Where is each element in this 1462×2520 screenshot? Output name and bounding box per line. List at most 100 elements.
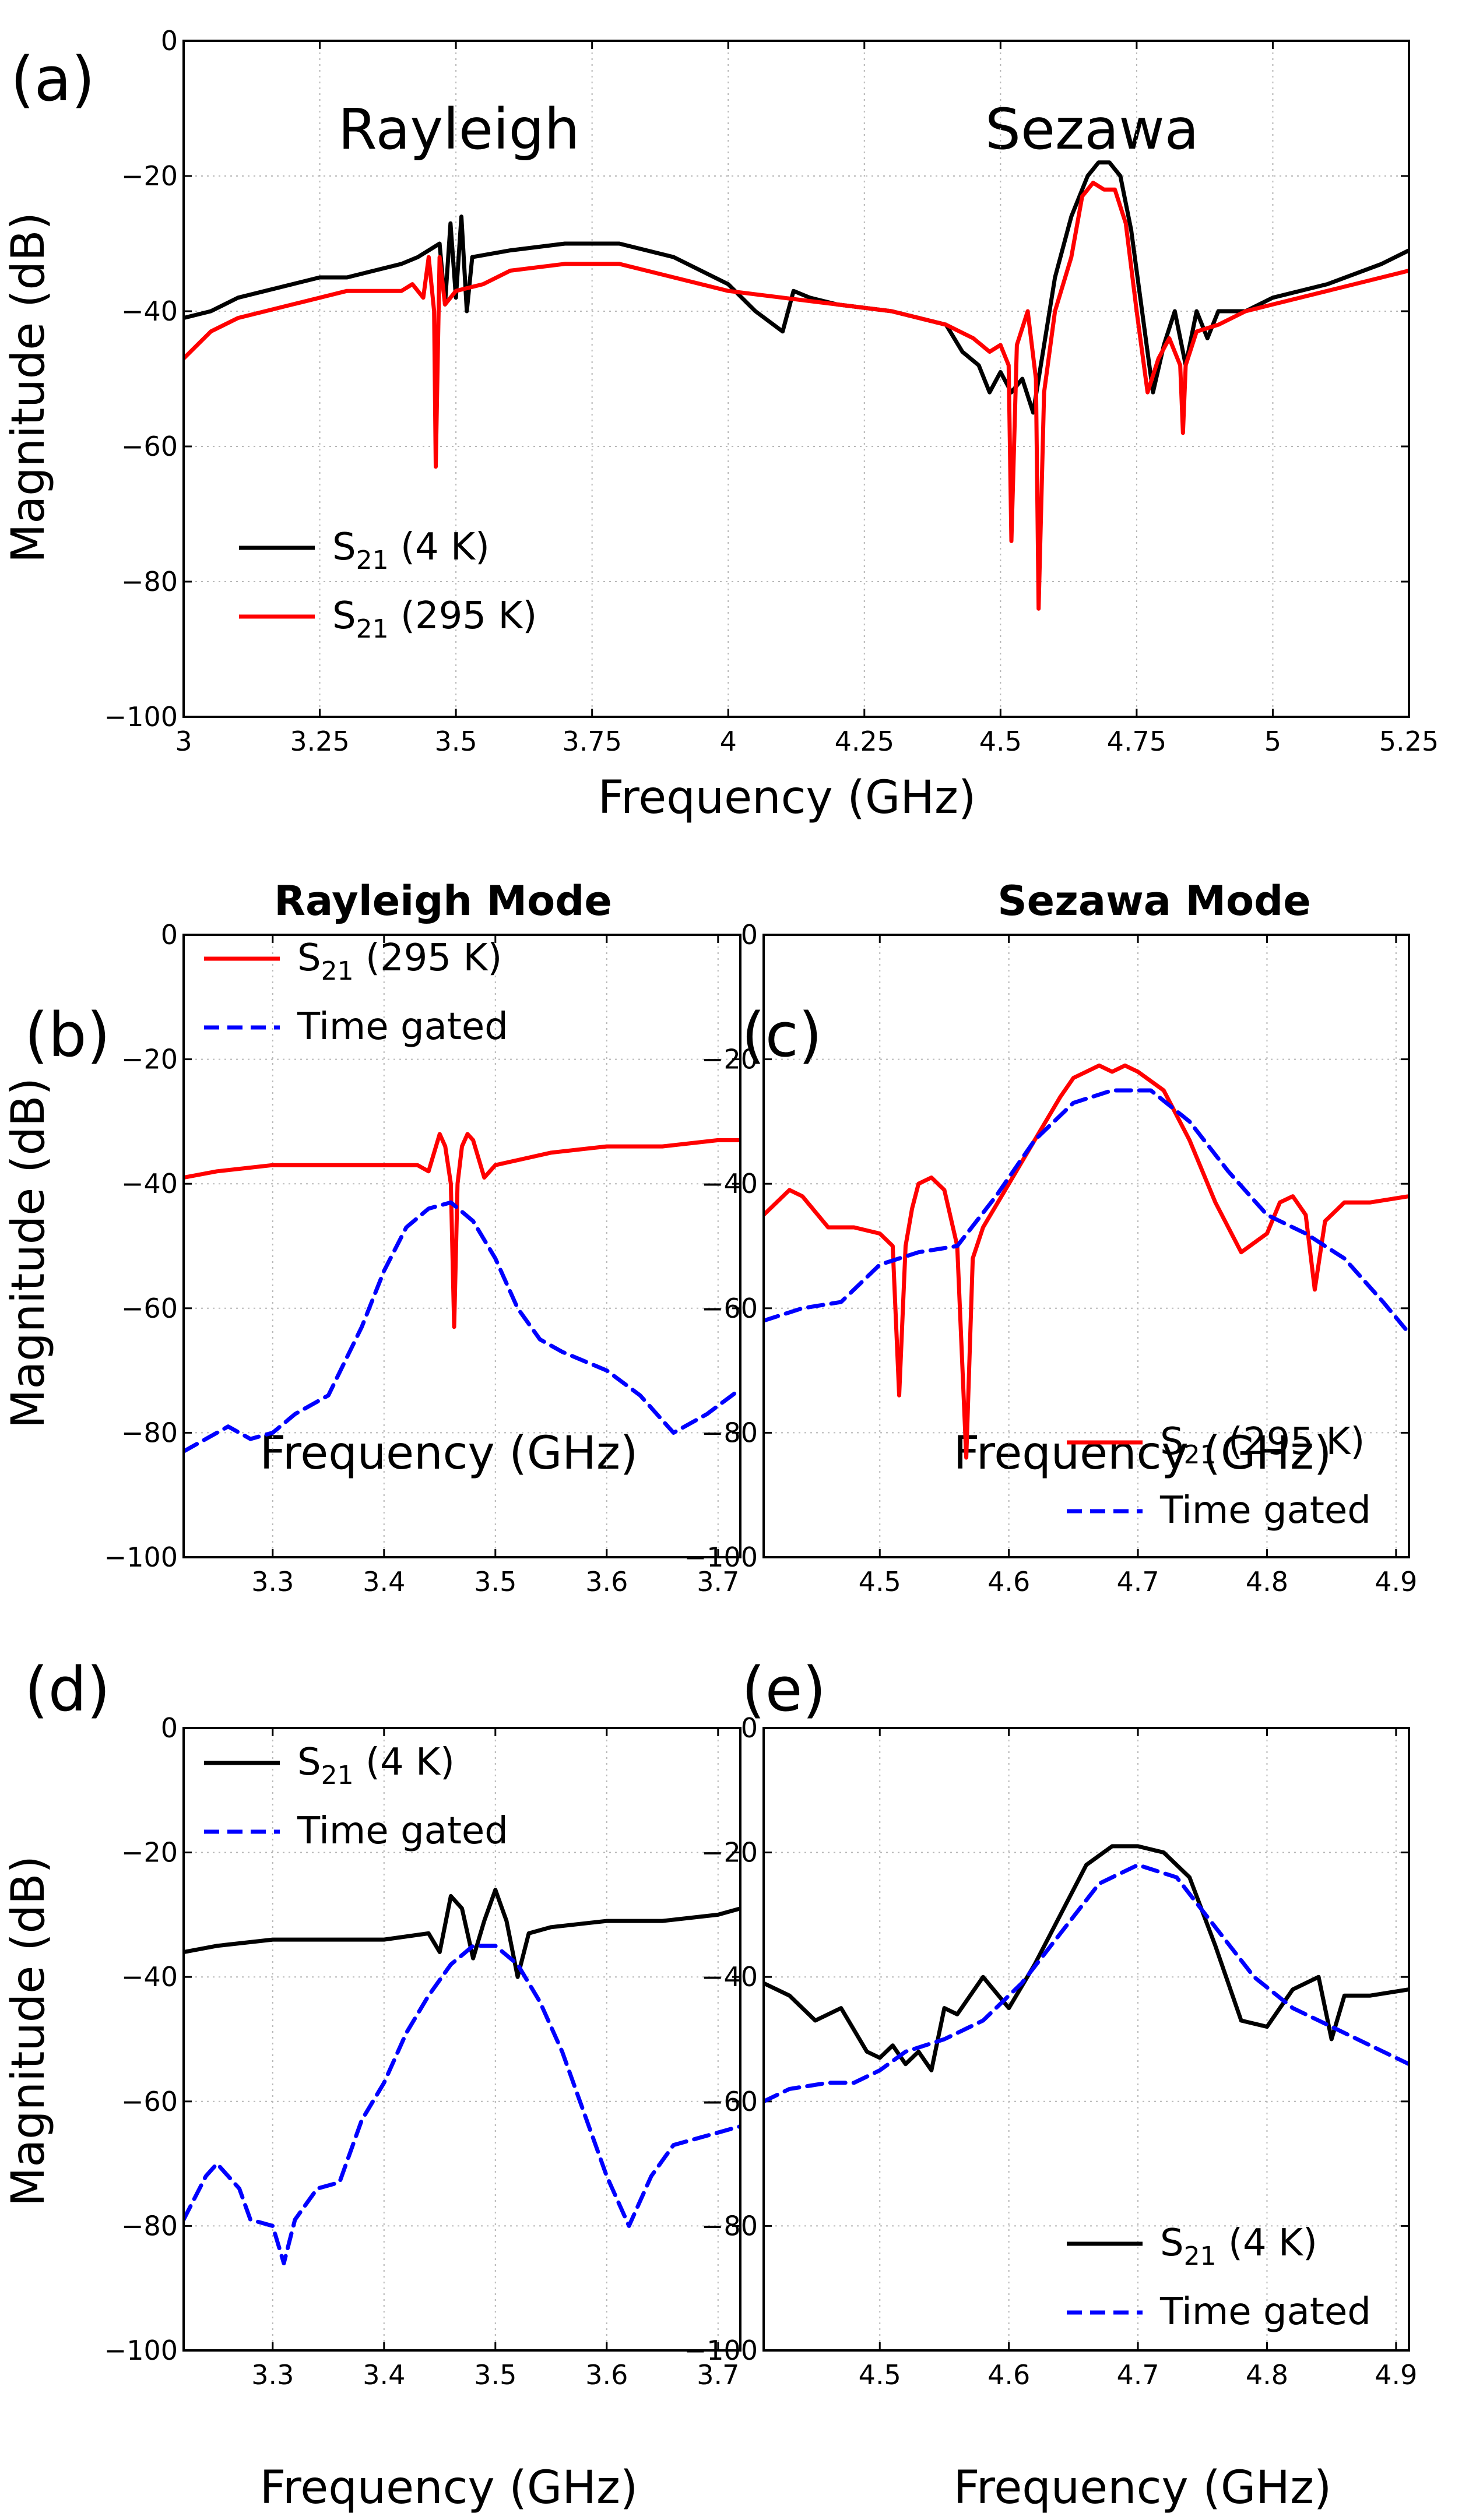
y-tick-label: −80 — [121, 566, 178, 597]
x-tick-label: 3.5 — [474, 2359, 516, 2391]
x-tick-label: 3.25 — [290, 726, 349, 757]
series-line-s21 — [184, 181, 1409, 611]
series-line-s21 — [764, 1844, 1409, 2072]
panel-label-a: (a) — [10, 44, 95, 115]
plot-frame — [182, 934, 741, 1558]
x-tick-label: 5 — [1264, 726, 1281, 757]
y-tick-label: −60 — [121, 431, 178, 462]
legend: S21 (4 K) S21 (295 K) — [239, 526, 537, 644]
title-sezawa-mode: Sezawa Mode — [997, 877, 1310, 925]
plot-frame — [762, 1727, 1410, 2352]
y-tick-label: 0 — [161, 919, 178, 951]
x-tick-label: 3.4 — [363, 2359, 405, 2391]
y-tick-label: −100 — [104, 2335, 178, 2366]
x-tick-label: 3.6 — [585, 1566, 628, 1597]
y-tick-label: −40 — [121, 1961, 178, 1993]
x-axis-label-a: Frequency (GHz) — [598, 772, 976, 824]
x-tick-label: 3.5 — [435, 726, 477, 757]
series-line-time-gated — [764, 1088, 1409, 1335]
legend-label: S21 (4 K) — [332, 526, 490, 575]
x-tick-label: 4.7 — [1116, 2359, 1159, 2391]
legend-label: S21 (295 K) — [297, 937, 502, 986]
chart-panel-c: 0 −20 −40 −60 −80 −100 4.5 4.6 4.7 4.8 4.9 S21 (295… — [684, 919, 1418, 1597]
legend-label: Time gated — [1159, 1489, 1371, 1532]
series-line-s21 — [184, 1132, 740, 1329]
x-tick-label: 4.6 — [987, 2359, 1030, 2391]
x-tick-label: 4.75 — [1107, 726, 1166, 757]
legend-label: Time gated — [1159, 2290, 1371, 2334]
y-axis-label-d: Magnitude (dB) — [2, 1856, 55, 2206]
y-tick-label: −100 — [684, 1541, 758, 1573]
legend-label: Time gated — [297, 1810, 508, 1853]
y-tick-label: −40 — [121, 295, 178, 327]
y-tick-label: 0 — [741, 919, 758, 951]
y-tick-label: 0 — [161, 25, 178, 57]
y-tick-label: −60 — [121, 1293, 178, 1324]
chart-panel-d: 0 −20 −40 −60 −80 −100 3.3 3.4 3.5 3.6 3.7 S21 (4 K… — [104, 1712, 741, 2391]
y-tick-label: −100 — [684, 2335, 758, 2366]
x-tick-label: 4.6 — [987, 1566, 1030, 1597]
panel-label-b: (b) — [24, 999, 110, 1071]
x-tick-label: 4.5 — [859, 2359, 901, 2391]
y-tick-label: −100 — [104, 1541, 178, 1573]
x-tick-label: 4.25 — [835, 726, 894, 757]
legend-label: S21 (295 K) — [332, 594, 537, 644]
y-tick-label: 0 — [161, 1712, 178, 1744]
panel-label-d: (d) — [24, 1654, 110, 1725]
y-tick-label: −60 — [701, 1293, 758, 1324]
x-tick-label: 3.3 — [251, 1566, 294, 1597]
series-line-time-gated — [764, 1863, 1409, 2104]
y-tick-label: −40 — [121, 1168, 178, 1199]
x-tick-label: 3.4 — [363, 1566, 405, 1597]
y-tick-label: −80 — [701, 1417, 758, 1448]
series-line-s21 — [764, 1063, 1409, 1460]
x-tick-label: 4.8 — [1246, 2359, 1288, 2391]
series-line-s21 — [184, 1888, 740, 1979]
y-tick-label: −60 — [121, 2086, 178, 2117]
y-axis-label-b: Magnitude (dB) — [2, 1078, 55, 1428]
y-tick-label: −80 — [121, 2210, 178, 2241]
y-tick-label: −20 — [701, 1837, 758, 1868]
plot-frame — [182, 1727, 741, 2352]
y-tick-label: −20 — [121, 1837, 178, 1868]
x-axis-label-b: Frequency (GHz) — [260, 1427, 638, 1480]
x-axis-label-e: Frequency (GHz) — [954, 2462, 1332, 2514]
x-tick-label: 5.25 — [1379, 726, 1439, 757]
x-tick-label: 3.6 — [585, 2359, 628, 2391]
x-tick-label: 3.7 — [697, 2359, 739, 2391]
title-rayleigh-mode: Rayleigh Mode — [274, 877, 612, 925]
legend-label: S21 (4 K) — [1160, 2222, 1317, 2271]
x-tick-label: 3 — [175, 726, 192, 757]
y-tick-label: −20 — [121, 1044, 178, 1075]
x-tick-label: 3.5 — [474, 1566, 516, 1597]
annotation-sezawa: Sezawa — [985, 97, 1199, 162]
y-tick-label: −80 — [121, 1417, 178, 1448]
legend: S21 (295 K) Time gated — [204, 937, 508, 1048]
y-tick-label: −100 — [104, 701, 178, 733]
y-axis-label-a: Magnitude (dB) — [2, 212, 55, 563]
x-tick-label: 4.5 — [979, 726, 1022, 757]
legend-label: S21 (4 K) — [297, 1741, 455, 1790]
plot-frame — [182, 40, 1410, 718]
legend: S21 (4 K) Time gated — [204, 1741, 508, 1853]
x-tick-label: 3.7 — [697, 1566, 739, 1597]
x-tick-label: 4 — [720, 726, 737, 757]
annotation-rayleigh: Rayleigh — [338, 97, 579, 162]
y-tick-label: −40 — [701, 1168, 758, 1199]
legend: S21 (4 K) Time gated — [1067, 2222, 1371, 2334]
x-tick-label: 3.3 — [251, 2359, 294, 2391]
y-tick-label: −80 — [701, 2210, 758, 2241]
legend: S21 (295 K) Time gated — [1067, 1420, 1371, 1532]
series-line-time-gated — [184, 1944, 740, 2265]
y-tick-label: −20 — [701, 1044, 758, 1075]
x-tick-label: 4.7 — [1116, 1566, 1159, 1597]
chart-panel-b: 0 −20 −40 −60 −80 −100 3.3 3.4 3.5 3.6 3.7 S21 (295… — [104, 919, 741, 1597]
legend-label: S21 (295 K) — [1160, 1420, 1365, 1470]
y-tick-label: −20 — [121, 160, 178, 192]
legend-label: Time gated — [297, 1005, 508, 1048]
x-axis-label-c: Frequency (GHz) — [954, 1427, 1332, 1480]
plot-frame — [762, 934, 1410, 1558]
x-tick-label: 3.75 — [562, 726, 621, 757]
